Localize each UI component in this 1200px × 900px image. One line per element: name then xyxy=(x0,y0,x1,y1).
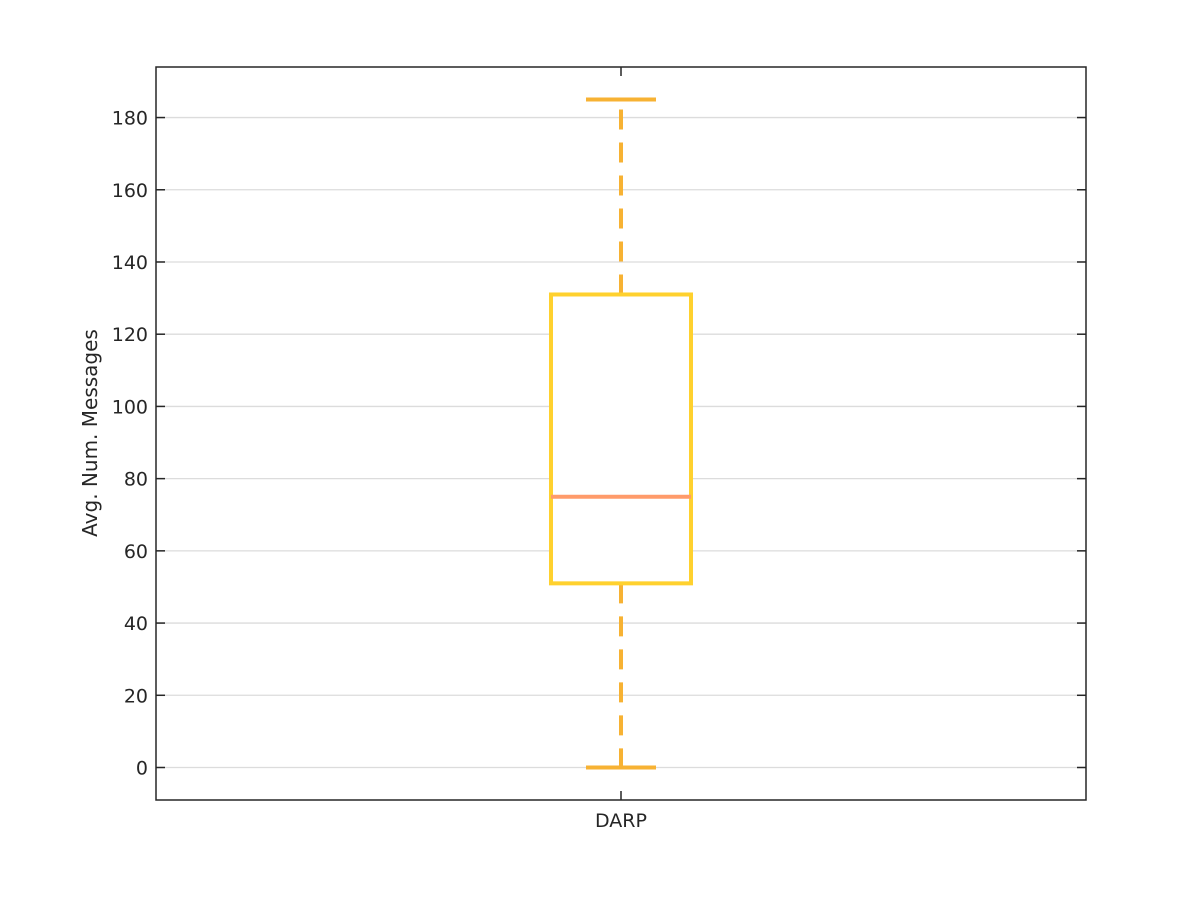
y-axis-label: Avg. Num. Messages xyxy=(78,329,102,537)
y-tick-label: 160 xyxy=(112,180,148,202)
y-tick-label: 100 xyxy=(112,396,148,418)
x-tick-label: DARP xyxy=(595,810,647,832)
y-tick-label: 20 xyxy=(124,685,148,707)
y-tick-label: 0 xyxy=(136,758,148,780)
y-tick-label: 180 xyxy=(112,108,148,130)
y-tick-label: 80 xyxy=(124,469,148,491)
axis-ticks: 0 20 40 60 80 100 120 140 160 180 DARP xyxy=(112,67,1086,832)
box-iqr xyxy=(549,292,693,586)
y-tick-label: 120 xyxy=(112,324,148,346)
y-tick-label: 60 xyxy=(124,541,148,563)
plot-area xyxy=(549,97,693,770)
y-tick-label: 40 xyxy=(124,613,148,635)
y-tick-label: 140 xyxy=(112,252,148,274)
